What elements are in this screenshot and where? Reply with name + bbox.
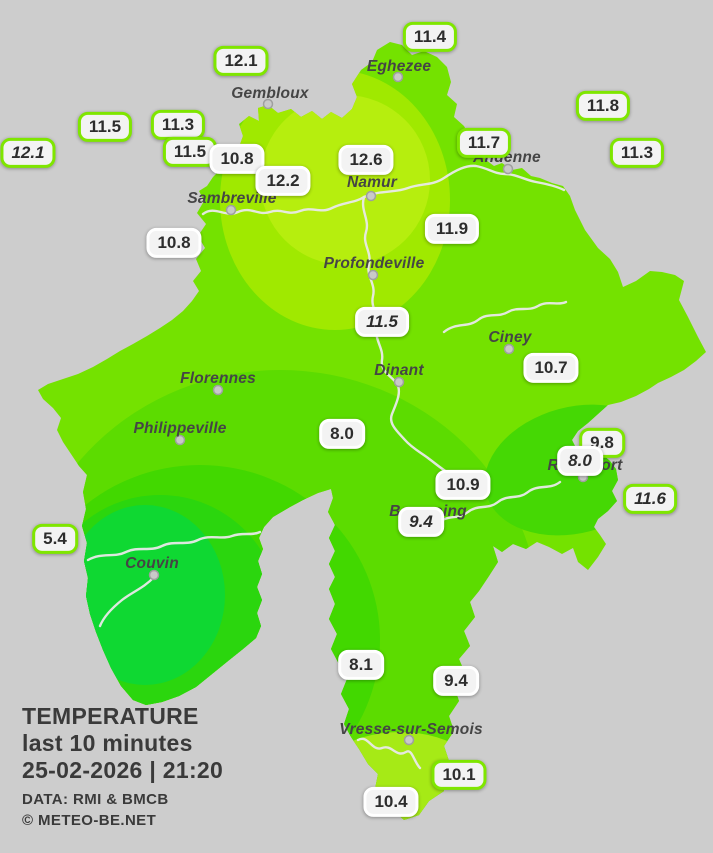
temp-band-warm-core-namur — [260, 95, 430, 265]
temperature-label: 11.6 — [623, 483, 677, 515]
temperature-label: 11.3 — [609, 137, 665, 169]
temperature-label: 11.3 — [150, 109, 206, 141]
river-lesse — [434, 480, 562, 526]
city-dot — [365, 190, 377, 202]
temperature-label: 12.1 — [0, 137, 56, 169]
temperature-label: 10.8 — [209, 143, 265, 175]
city-label: Ciney — [488, 329, 532, 346]
temperature-label: 12.1 — [213, 45, 269, 77]
caption-datetime: 25-02-2026 | 21:20 — [22, 757, 224, 783]
temperature-label: 11.5 — [77, 111, 133, 143]
temperature-label: 11.4 — [402, 21, 458, 53]
river-eau-noire — [98, 575, 156, 628]
temperature-label: 8.1 — [338, 649, 384, 681]
map-caption: TEMPERATURE last 10 minutes 25-02-2026 |… — [22, 703, 223, 831]
temperature-label: 11.8 — [575, 90, 631, 122]
city-label: Namur — [346, 174, 398, 191]
temperature-label: 10.4 — [363, 786, 419, 818]
river-viroin — [86, 530, 262, 562]
city-label: Florennes — [180, 370, 256, 387]
caption-title: TEMPERATURE — [22, 703, 199, 729]
city-label: Sambreville — [187, 190, 277, 207]
city-label: Eghezee — [366, 58, 432, 75]
caption-data-source: DATA: RMI & BMCB — [22, 791, 169, 808]
city-label: Profondeville — [323, 255, 425, 272]
caption-copyright: © METEO-BE.NET — [22, 812, 157, 829]
caption-subtitle: last 10 minutes — [22, 730, 193, 756]
river-meuse-northeast — [362, 164, 566, 199]
temperature-label: 10.8 — [146, 227, 202, 259]
city-dot — [367, 269, 379, 281]
temperature-label: 9.4 — [433, 665, 479, 697]
temperature-label: 8.0 — [557, 445, 603, 477]
temperature-label: 11.9 — [424, 213, 480, 245]
city-dot — [174, 434, 186, 446]
city-dot — [502, 163, 514, 175]
city-dot — [393, 376, 405, 388]
city-label: Dinant — [374, 362, 424, 379]
city-label: Gembloux — [231, 85, 309, 102]
rivers — [86, 164, 568, 770]
city-dots — [148, 71, 589, 746]
temperature-label: 11.5 — [162, 136, 218, 168]
city-dot — [392, 71, 404, 83]
temperature-label: 9.4 — [398, 506, 444, 538]
temperature-label: 5.4 — [32, 523, 78, 555]
river-semois — [356, 737, 422, 770]
city-dot — [503, 343, 515, 355]
city-dot — [225, 204, 237, 216]
river-bocq — [442, 300, 568, 334]
city-dot — [212, 384, 224, 396]
river-meuse-south — [361, 195, 452, 476]
city-dot — [403, 734, 415, 746]
temperature-label: 12.2 — [255, 165, 311, 197]
city-label: Couvin — [125, 555, 179, 572]
temperature-label: 8.0 — [319, 418, 365, 450]
temperature-label: 10.7 — [523, 352, 579, 384]
temp-band-cool-core-couvin — [65, 505, 225, 685]
city-label: Philippeville — [133, 420, 227, 437]
temperature-label: 10.1 — [431, 759, 487, 791]
temperature-label: 10.9 — [435, 469, 491, 501]
city-dot — [148, 569, 160, 581]
city-label: Vresse-sur-Semois — [339, 721, 483, 738]
temperature-label: 11.7 — [456, 127, 512, 159]
city-dot — [262, 98, 274, 110]
temperature-label: 11.5 — [355, 306, 409, 338]
temperature-label: 12.6 — [338, 144, 394, 176]
